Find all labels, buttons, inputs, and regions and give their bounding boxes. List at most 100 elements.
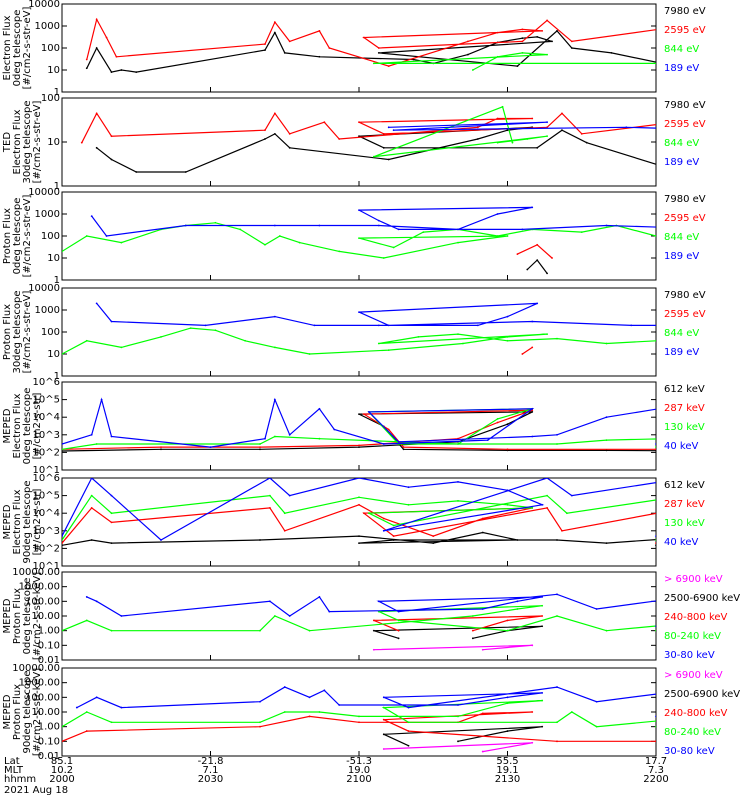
data-point <box>377 219 380 222</box>
data-point <box>595 725 598 728</box>
data-point <box>511 141 514 144</box>
y-tick-label: 1 <box>54 371 60 382</box>
series-line <box>62 408 656 450</box>
data-point <box>556 433 558 436</box>
data-point <box>333 428 336 431</box>
y-tick-label: 10^1 <box>33 561 60 572</box>
data-point <box>259 721 261 724</box>
y-tick-label: 10^3 <box>33 430 60 441</box>
legend-entry: 7980 eV <box>664 6 706 17</box>
y-tick-label: 10 <box>47 253 60 264</box>
data-point <box>655 544 656 547</box>
data-point <box>521 28 524 31</box>
data-point <box>541 604 544 607</box>
data-point <box>62 542 63 545</box>
data-point <box>269 478 271 479</box>
data-point <box>471 637 474 640</box>
data-point <box>407 744 410 747</box>
data-point <box>476 126 479 129</box>
legend-entry: 2595 eV <box>664 309 706 320</box>
data-point <box>457 704 459 706</box>
series-line <box>96 126 656 173</box>
legend-entry: 80-240 keV <box>664 631 721 642</box>
data-point <box>358 311 360 314</box>
data-point <box>269 494 271 497</box>
data-point <box>655 629 656 632</box>
data-point <box>328 47 331 49</box>
data-point <box>546 507 548 509</box>
data-point <box>422 231 425 234</box>
data-point <box>368 512 370 515</box>
data-point <box>377 224 380 227</box>
data-point <box>655 535 656 537</box>
data-point <box>313 324 316 327</box>
data-point <box>556 29 558 32</box>
data-point <box>358 721 360 724</box>
data-point <box>546 494 548 497</box>
y-axis-label: 0deg telescope <box>22 578 33 655</box>
data-point <box>724 126 726 128</box>
data-point <box>541 725 544 728</box>
y-tick-label: 100.00 <box>25 596 60 607</box>
data-point <box>715 399 717 401</box>
data-point <box>100 398 103 401</box>
data-point <box>580 231 583 234</box>
footer-row-label: MLT <box>4 765 24 776</box>
data-point <box>372 155 375 158</box>
data-point <box>110 512 113 515</box>
data-point <box>402 446 405 449</box>
footer-value: 2000 <box>49 774 74 785</box>
data-point <box>506 730 509 732</box>
data-point <box>392 535 395 537</box>
data-point <box>467 40 469 43</box>
data-point <box>521 353 524 355</box>
data-point <box>239 228 242 231</box>
y-tick-label: 1.00 <box>38 626 60 637</box>
data-point <box>729 37 731 39</box>
data-point <box>160 335 162 338</box>
data-point <box>75 706 78 709</box>
legend-entry: 2500-6900 keV <box>664 689 740 700</box>
data-point <box>288 615 291 617</box>
panel-frame <box>61 191 657 281</box>
data-point <box>516 600 519 603</box>
data-point <box>273 435 276 438</box>
data-point <box>318 407 321 410</box>
panel-frame <box>61 477 657 567</box>
data-point <box>570 711 573 713</box>
data-point <box>531 346 534 349</box>
y-axis-label: 30deg telescope <box>12 290 23 373</box>
data-point <box>541 503 544 506</box>
data-point <box>269 600 271 603</box>
series-line <box>62 411 656 452</box>
legend-entry: 2595 eV <box>664 213 706 224</box>
data-point <box>570 494 573 497</box>
data-point <box>135 71 138 74</box>
data-point <box>95 146 98 149</box>
data-point <box>457 715 459 718</box>
data-point <box>387 126 390 129</box>
data-point <box>705 535 707 537</box>
y-tick-label: 10^3 <box>33 526 60 537</box>
data-point <box>308 715 311 718</box>
data-point <box>318 596 321 598</box>
data-point <box>705 701 707 703</box>
data-point <box>308 629 311 632</box>
data-point <box>85 58 88 61</box>
data-point <box>264 138 266 140</box>
data-point <box>283 512 286 515</box>
data-point <box>377 342 380 345</box>
data-point <box>715 29 717 31</box>
data-point <box>273 315 276 318</box>
data-point <box>685 477 687 479</box>
y-tick-label: 10 <box>47 349 60 360</box>
footer-date: 2021 Aug 18 <box>4 785 68 796</box>
data-point <box>471 629 474 632</box>
legend-entry: 130 keV <box>664 518 705 529</box>
data-point <box>358 478 360 479</box>
y-axis-label: Proton Flux <box>12 684 23 740</box>
data-point <box>516 65 519 68</box>
legend-entry: 7980 eV <box>664 290 706 301</box>
y-tick-label: 1.00 <box>38 722 60 733</box>
data-point <box>531 711 534 713</box>
